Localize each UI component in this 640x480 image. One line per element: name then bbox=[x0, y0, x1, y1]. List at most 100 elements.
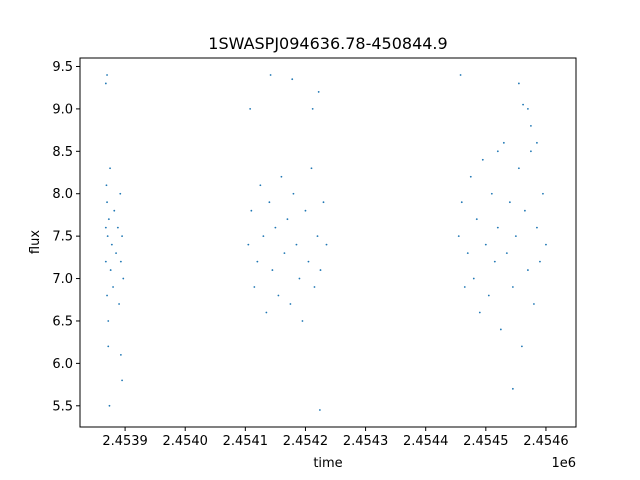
data-point bbox=[539, 260, 541, 263]
data-point bbox=[109, 167, 111, 170]
data-point bbox=[105, 184, 108, 187]
data-point bbox=[256, 260, 259, 263]
data-point bbox=[496, 150, 499, 153]
data-point bbox=[108, 404, 111, 407]
data-point bbox=[459, 74, 462, 76]
data-point bbox=[469, 175, 472, 178]
data-point bbox=[325, 243, 328, 246]
data-point bbox=[511, 286, 514, 288]
data-point bbox=[310, 167, 313, 170]
data-point bbox=[250, 209, 253, 212]
data-point bbox=[493, 260, 496, 263]
data-point bbox=[106, 74, 108, 76]
data-point bbox=[311, 108, 314, 110]
x-tick-label: 2.4540 bbox=[162, 434, 208, 449]
y-tick-label: 9.0 bbox=[52, 102, 73, 117]
data-point bbox=[520, 345, 523, 348]
data-point bbox=[478, 311, 481, 314]
data-point bbox=[322, 201, 325, 204]
x-tick-label: 2.4543 bbox=[343, 434, 389, 449]
data-point bbox=[533, 303, 535, 305]
data-point bbox=[107, 345, 110, 348]
data-point bbox=[292, 192, 295, 195]
data-point bbox=[511, 387, 514, 390]
data-point bbox=[298, 277, 301, 280]
data-point bbox=[289, 303, 292, 305]
data-point bbox=[118, 303, 120, 305]
y-tick-label: 8.5 bbox=[52, 145, 73, 160]
data-point bbox=[113, 209, 116, 212]
y-tick-label: 6.5 bbox=[52, 314, 73, 329]
data-point bbox=[122, 277, 125, 280]
data-point bbox=[106, 201, 108, 204]
y-axis-label: flux bbox=[28, 230, 43, 254]
data-point bbox=[119, 260, 122, 263]
data-point bbox=[301, 320, 304, 322]
data-point bbox=[259, 184, 262, 187]
data-point bbox=[106, 235, 109, 238]
y-tick-label: 5.5 bbox=[52, 399, 73, 414]
data-point bbox=[265, 311, 268, 314]
data-point bbox=[307, 260, 310, 263]
data-point bbox=[286, 218, 289, 221]
data-point bbox=[280, 175, 283, 178]
data-point bbox=[530, 124, 532, 127]
data-point bbox=[318, 409, 321, 411]
data-point bbox=[536, 226, 538, 229]
chart-title: 1SWASPJ094636.78-450844.9 bbox=[208, 34, 447, 53]
data-point bbox=[517, 82, 520, 85]
data-point bbox=[119, 354, 122, 356]
data-point bbox=[496, 226, 499, 229]
data-point bbox=[514, 235, 517, 238]
data-point bbox=[463, 286, 466, 288]
data-point bbox=[106, 294, 108, 297]
data-point bbox=[112, 286, 114, 288]
y-tick-label: 9.5 bbox=[52, 60, 73, 75]
data-point bbox=[313, 286, 316, 288]
data-point bbox=[119, 192, 122, 195]
x-tick-label: 2.4544 bbox=[403, 434, 449, 449]
data-points bbox=[104, 74, 547, 411]
data-point bbox=[116, 226, 119, 229]
data-point bbox=[472, 277, 475, 280]
data-point bbox=[508, 201, 511, 204]
x-tick-label: 2.4546 bbox=[523, 434, 569, 449]
data-point bbox=[104, 82, 107, 85]
data-point bbox=[317, 91, 320, 93]
data-point bbox=[502, 141, 505, 144]
data-point bbox=[115, 252, 117, 255]
data-point bbox=[527, 269, 529, 271]
data-point bbox=[457, 235, 460, 238]
data-point bbox=[304, 209, 307, 212]
x-axis-label: time bbox=[313, 456, 342, 471]
data-point bbox=[277, 294, 280, 297]
y-axis-ticks: 5.5 6.0 6.5 7.0 7.5 8.0 8.5 9.0 9.5 bbox=[52, 60, 80, 414]
data-point bbox=[536, 141, 538, 144]
data-point bbox=[249, 108, 252, 110]
data-point bbox=[522, 103, 524, 106]
data-point bbox=[481, 158, 484, 161]
data-point bbox=[517, 167, 520, 170]
data-point bbox=[460, 201, 463, 204]
data-point bbox=[262, 235, 265, 238]
data-point bbox=[121, 379, 123, 382]
data-point bbox=[487, 294, 490, 297]
data-point bbox=[295, 243, 298, 246]
data-point bbox=[505, 252, 508, 255]
data-point bbox=[319, 269, 322, 271]
data-point bbox=[247, 243, 250, 246]
data-point bbox=[271, 269, 274, 271]
y-tick-label: 7.0 bbox=[52, 272, 73, 287]
data-point bbox=[107, 320, 110, 322]
data-point bbox=[499, 328, 502, 331]
x-tick-label: 2.4545 bbox=[463, 434, 509, 449]
x-tick-label: 2.4542 bbox=[283, 434, 329, 449]
data-point bbox=[545, 243, 547, 246]
data-point bbox=[475, 218, 478, 221]
x-axis-offset-label: 1e6 bbox=[551, 456, 576, 471]
data-point bbox=[484, 243, 487, 246]
data-point bbox=[283, 252, 286, 255]
data-point bbox=[121, 235, 123, 238]
